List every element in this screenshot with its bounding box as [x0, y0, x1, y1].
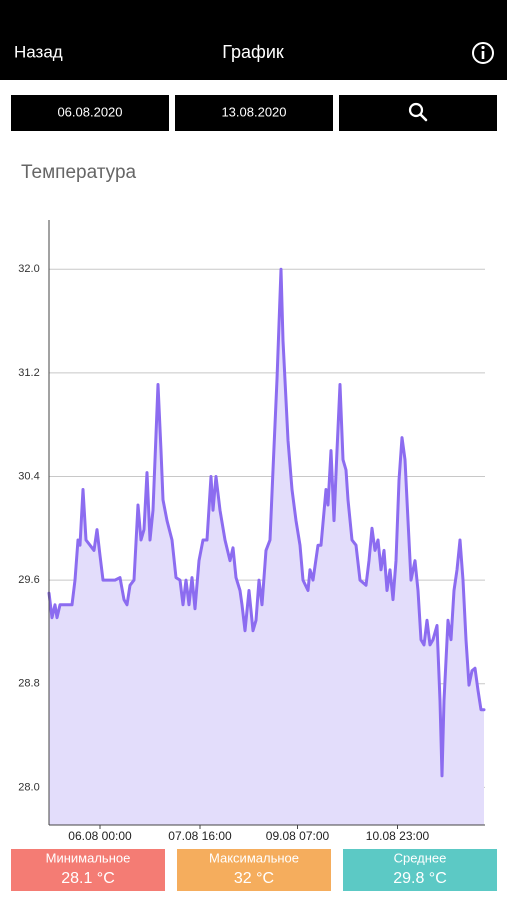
info-icon-bar: [481, 51, 485, 59]
y-tick-label: 28.0: [18, 781, 39, 793]
y-tick-label: 29.6: [18, 574, 39, 586]
chart: 28.0 28.8 29.6 30.4 31.2 32.0 06.08 00:00 07.08…: [18, 220, 486, 843]
screen-title: График: [222, 42, 284, 62]
chart-title: Температура: [21, 162, 137, 183]
y-tick-label: 30.4: [18, 470, 39, 482]
stat-card: [11, 849, 165, 891]
back-button[interactable]: Назад: [14, 42, 63, 61]
nav-bar: [0, 0, 507, 80]
date-to: 13.08.2020: [221, 104, 286, 119]
date-to-field[interactable]: [175, 95, 333, 131]
stat-card: [343, 849, 497, 891]
y-tick-label: 32.0: [18, 263, 39, 275]
stat-label: Минимальное: [46, 850, 131, 865]
date-from-field[interactable]: [11, 95, 169, 131]
info-button[interactable]: [472, 42, 494, 64]
stat-card: [177, 849, 331, 891]
x-tick-label: 06.08 00:00: [68, 829, 132, 843]
stat-value: 32 °C: [234, 870, 274, 887]
date-from: 06.08.2020: [57, 104, 122, 119]
search-icon-handle: [419, 113, 428, 122]
y-tick-label: 28.8: [18, 678, 39, 690]
stat-label: Максимальное: [209, 850, 299, 865]
search-button[interactable]: [339, 95, 497, 131]
y-tick-label: 31.2: [18, 367, 39, 379]
temperature-line: [47, 267, 486, 778]
x-tick-label: 07.08 16:00: [168, 829, 232, 843]
stat-label: Среднее: [394, 850, 447, 865]
info-icon: [472, 42, 494, 64]
stat-value: 29.8 °C: [393, 870, 447, 887]
x-tick-label: 10.08 23:00: [366, 829, 430, 843]
stat-value: 28.1 °C: [61, 870, 115, 887]
search-icon: [408, 102, 424, 118]
x-tick-label: 09.08 07:00: [266, 829, 330, 843]
info-icon-dot: [481, 45, 485, 50]
stats-bar: Минимальное 28.1 °C Максимальное 32 °C Средн…: [11, 849, 497, 891]
search-button-bg: [339, 95, 497, 131]
